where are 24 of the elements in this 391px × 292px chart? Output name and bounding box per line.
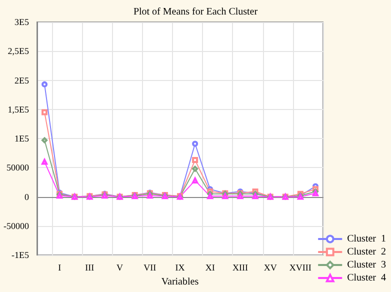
y-tick-label: 50000 (6, 162, 30, 173)
y-tick-label: 2,5E5 (8, 46, 30, 56)
x-tick-label: XVIII (289, 262, 312, 272)
y-tick-label: 0 (24, 192, 30, 202)
x-tick-label: V (116, 262, 124, 272)
x-tick-label: IX (175, 262, 186, 272)
y-tick-label: 1E5 (14, 134, 30, 144)
x-axis-title: Variables (161, 276, 199, 288)
legend-label: Cluster 4 (347, 272, 386, 284)
x-tick-label: III (85, 262, 94, 272)
legend-label: Cluster 1 (347, 234, 386, 244)
x-tick-label: XV (264, 262, 278, 272)
y-tick-label: 2E5 (14, 75, 30, 86)
x-tick-label: XIII (232, 262, 248, 272)
y-tick-label: 1,5E5 (8, 104, 30, 114)
x-tick-label: I (58, 262, 62, 272)
legend-label: Cluster 2 (347, 246, 386, 258)
y-tick-label: 3E5 (14, 17, 30, 27)
legend-label: Cluster 3 (347, 260, 386, 270)
y-tick-label: -50000 (4, 220, 30, 231)
x-tick-label: XI (205, 262, 215, 272)
x-tick-label: VII (144, 262, 156, 272)
y-tick-label: -1E5 (12, 250, 30, 260)
chart-title: Plot of Means for Each Cluster (133, 6, 258, 18)
